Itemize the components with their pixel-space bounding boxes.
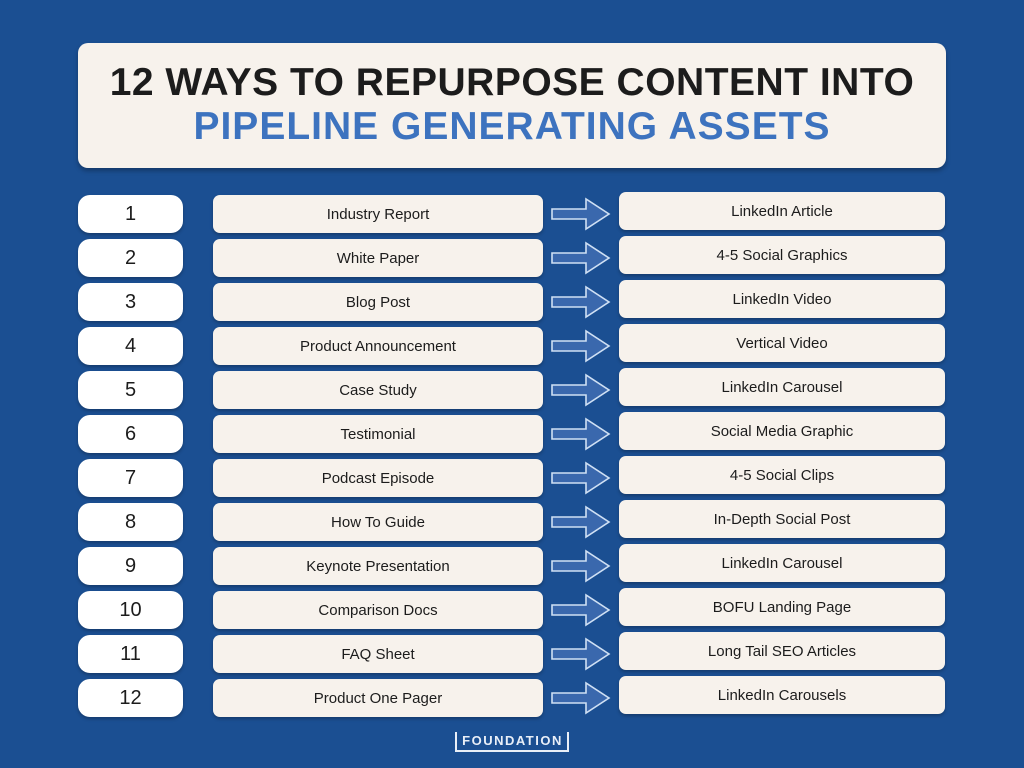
page-title-line1: 12 WAYS TO REPURPOSE CONTENT INTO <box>109 60 915 104</box>
output-asset-box: 4-5 Social Graphics <box>619 236 945 274</box>
mapping-row: 1 Industry Report LinkedIn Article <box>78 192 946 233</box>
header-panel: 12 WAYS TO REPURPOSE CONTENT INTO PIPELI… <box>78 43 946 168</box>
output-asset-box: LinkedIn Article <box>619 192 945 230</box>
repurpose-mapping-list: 1 Industry Report LinkedIn Article 2 Whi… <box>78 192 946 717</box>
foundation-logo: FOUNDATION <box>455 732 569 752</box>
output-asset-box: LinkedIn Carousel <box>619 544 945 582</box>
output-asset-box: BOFU Landing Page <box>619 588 945 626</box>
row-number-badge: 2 <box>78 239 183 277</box>
output-asset-box: Social Media Graphic <box>619 412 945 450</box>
row-number-badge: 10 <box>78 591 183 629</box>
output-asset-box: LinkedIn Carousels <box>619 676 945 714</box>
source-content-box: Testimonial <box>213 415 543 453</box>
right-block-arrow-icon <box>551 195 611 233</box>
row-number-badge: 1 <box>78 195 183 233</box>
row-number-badge: 11 <box>78 635 183 673</box>
mapping-row: 12 Product One Pager LinkedIn Carousels <box>78 676 946 717</box>
right-block-arrow-icon <box>551 591 611 629</box>
row-number-badge: 12 <box>78 679 183 717</box>
right-block-arrow-icon <box>551 459 611 497</box>
right-block-arrow-icon <box>551 503 611 541</box>
mapping-row: 5 Case Study LinkedIn Carousel <box>78 368 946 409</box>
output-asset-box: 4-5 Social Clips <box>619 456 945 494</box>
row-number-badge: 5 <box>78 371 183 409</box>
page-title-line2: PIPELINE GENERATING ASSETS <box>193 104 831 148</box>
right-block-arrow-icon <box>551 327 611 365</box>
mapping-row: 4 Product Announcement Vertical Video <box>78 324 946 365</box>
source-content-box: White Paper <box>213 239 543 277</box>
right-block-arrow-icon <box>551 415 611 453</box>
source-content-box: Product Announcement <box>213 327 543 365</box>
output-asset-box: Vertical Video <box>619 324 945 362</box>
source-content-box: Industry Report <box>213 195 543 233</box>
mapping-row: 11 FAQ Sheet Long Tail SEO Articles <box>78 632 946 673</box>
mapping-row: 10 Comparison Docs BOFU Landing Page <box>78 588 946 629</box>
output-asset-box: Long Tail SEO Articles <box>619 632 945 670</box>
row-number-badge: 9 <box>78 547 183 585</box>
row-number-badge: 4 <box>78 327 183 365</box>
right-block-arrow-icon <box>551 283 611 321</box>
row-number-badge: 7 <box>78 459 183 497</box>
mapping-row: 9 Keynote Presentation LinkedIn Carousel <box>78 544 946 585</box>
source-content-box: How To Guide <box>213 503 543 541</box>
right-block-arrow-icon <box>551 239 611 277</box>
right-block-arrow-icon <box>551 371 611 409</box>
source-content-box: Keynote Presentation <box>213 547 543 585</box>
mapping-row: 8 How To Guide In-Depth Social Post <box>78 500 946 541</box>
mapping-row: 6 Testimonial Social Media Graphic <box>78 412 946 453</box>
output-asset-box: In-Depth Social Post <box>619 500 945 538</box>
output-asset-box: LinkedIn Carousel <box>619 368 945 406</box>
source-content-box: Podcast Episode <box>213 459 543 497</box>
source-content-box: Case Study <box>213 371 543 409</box>
mapping-row: 7 Podcast Episode 4-5 Social Clips <box>78 456 946 497</box>
row-number-badge: 3 <box>78 283 183 321</box>
right-block-arrow-icon <box>551 547 611 585</box>
source-content-box: Comparison Docs <box>213 591 543 629</box>
output-asset-box: LinkedIn Video <box>619 280 945 318</box>
right-block-arrow-icon <box>551 635 611 673</box>
mapping-row: 3 Blog Post LinkedIn Video <box>78 280 946 321</box>
row-number-badge: 6 <box>78 415 183 453</box>
source-content-box: Blog Post <box>213 283 543 321</box>
footer: FOUNDATION <box>0 732 1024 752</box>
row-number-badge: 8 <box>78 503 183 541</box>
source-content-box: FAQ Sheet <box>213 635 543 673</box>
source-content-box: Product One Pager <box>213 679 543 717</box>
mapping-row: 2 White Paper 4-5 Social Graphics <box>78 236 946 277</box>
right-block-arrow-icon <box>551 679 611 717</box>
